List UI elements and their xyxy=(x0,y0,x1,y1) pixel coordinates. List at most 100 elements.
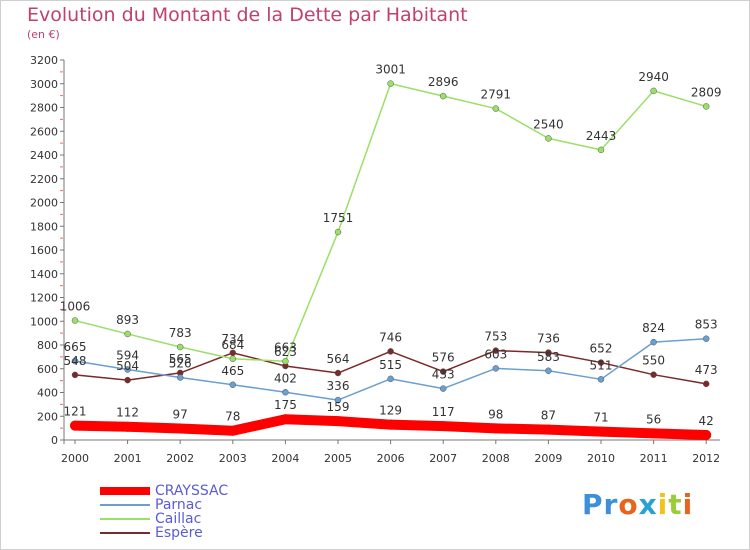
data-label: 594 xyxy=(116,348,139,362)
data-point xyxy=(122,421,133,432)
data-label: 129 xyxy=(379,404,402,418)
data-point xyxy=(492,365,500,372)
data-point xyxy=(596,426,606,437)
data-point xyxy=(387,375,394,383)
y-tick-label: 2000 xyxy=(30,197,58,210)
y-tick-label: 1200 xyxy=(30,292,58,305)
x-tick-label: 2003 xyxy=(219,452,247,465)
data-point xyxy=(71,357,79,365)
data-label: 78 xyxy=(225,410,240,424)
data-label: 2809 xyxy=(691,85,722,99)
data-label: 734 xyxy=(221,332,244,346)
legend-label: Parnac xyxy=(155,497,203,513)
data-label: 746 xyxy=(379,330,402,344)
data-label: 853 xyxy=(695,318,718,332)
data-label: 665 xyxy=(64,340,87,354)
data-point xyxy=(387,348,394,355)
data-point xyxy=(124,330,131,338)
data-label: 2443 xyxy=(586,129,617,143)
data-label: 2896 xyxy=(428,75,459,89)
data-point xyxy=(490,423,501,434)
data-label: 565 xyxy=(169,352,192,366)
data-point xyxy=(439,368,447,375)
logo-letter: i xyxy=(657,488,669,521)
data-label: 684 xyxy=(221,338,244,352)
data-point xyxy=(71,317,79,324)
data-label: 564 xyxy=(327,352,350,366)
data-label: 433 xyxy=(432,368,455,382)
logo-letter: o xyxy=(618,488,639,521)
data-label: 71 xyxy=(593,411,608,425)
y-tick-label: 600 xyxy=(37,363,58,376)
legend-swatch xyxy=(100,518,150,520)
legend-label: CRAYSSAC xyxy=(155,483,229,499)
data-label: 511 xyxy=(590,358,613,372)
data-label: 603 xyxy=(484,347,507,361)
data-label: 97 xyxy=(173,407,188,421)
data-label: 87 xyxy=(541,409,556,423)
y-tick-label: 1400 xyxy=(30,268,58,281)
x-tick-label: 2002 xyxy=(166,452,194,465)
data-label: 336 xyxy=(327,379,350,393)
data-label: 56 xyxy=(646,412,661,426)
x-tick-label: 2007 xyxy=(429,452,457,465)
data-point xyxy=(176,374,184,381)
data-label: 2940 xyxy=(638,70,669,84)
logo-letter: i xyxy=(682,488,694,521)
data-label: 783 xyxy=(169,326,192,340)
data-point xyxy=(334,228,342,236)
legend-swatch xyxy=(100,487,150,495)
data-point xyxy=(650,338,657,346)
data-label: 652 xyxy=(590,342,613,356)
data-point xyxy=(492,105,500,112)
data-point xyxy=(124,366,131,373)
data-label: 465 xyxy=(221,364,244,378)
x-tick-label: 2001 xyxy=(114,452,142,465)
data-label: 515 xyxy=(379,358,402,372)
legend-swatch xyxy=(100,532,150,534)
legend-swatch xyxy=(100,504,150,506)
series-line-caillac xyxy=(74,82,707,363)
data-label: 576 xyxy=(432,351,455,365)
chart-title: Evolution du Montant de la Dette par Hab… xyxy=(27,4,468,26)
logo-letter: P xyxy=(582,488,604,521)
data-point xyxy=(229,381,237,389)
x-tick-label: 2012 xyxy=(692,452,720,465)
chart-subtitle: (en €) xyxy=(27,28,60,41)
y-tick-label: 200 xyxy=(37,410,58,423)
data-point xyxy=(229,355,237,363)
data-point xyxy=(71,371,79,379)
y-tick-label: 400 xyxy=(37,387,58,400)
y-tick-label: 3000 xyxy=(30,78,58,91)
data-point xyxy=(702,335,710,342)
data-label: 175 xyxy=(274,398,297,412)
chart-data-labels: 121 112 97 78 175 159 129 117 98 87 71 56 42 665 594 52… xyxy=(60,63,722,428)
data-point xyxy=(385,419,396,430)
data-point xyxy=(333,416,343,427)
data-label: 2540 xyxy=(533,117,564,131)
data-point xyxy=(124,376,131,384)
data-label: 526 xyxy=(169,357,192,371)
x-tick-label: 2004 xyxy=(271,452,299,465)
data-label: 663 xyxy=(274,340,297,354)
data-point xyxy=(545,135,552,142)
data-point xyxy=(280,414,291,425)
y-tick-label: 2600 xyxy=(30,125,58,138)
data-point xyxy=(702,380,710,388)
y-tick-label: 2200 xyxy=(30,173,58,186)
data-point xyxy=(597,359,605,366)
data-point xyxy=(439,385,447,392)
logo-letter: x xyxy=(638,488,658,521)
data-label: 504 xyxy=(116,359,139,373)
x-tick-label: 2010 xyxy=(587,452,615,465)
data-point xyxy=(545,349,552,356)
x-tick-label: 2008 xyxy=(482,452,510,465)
y-tick-label: 1600 xyxy=(30,244,58,257)
data-label: 736 xyxy=(537,332,560,346)
legend-label: Caillac xyxy=(155,511,202,527)
data-label: 159 xyxy=(327,400,350,414)
data-point xyxy=(650,371,657,378)
data-point xyxy=(227,425,238,436)
